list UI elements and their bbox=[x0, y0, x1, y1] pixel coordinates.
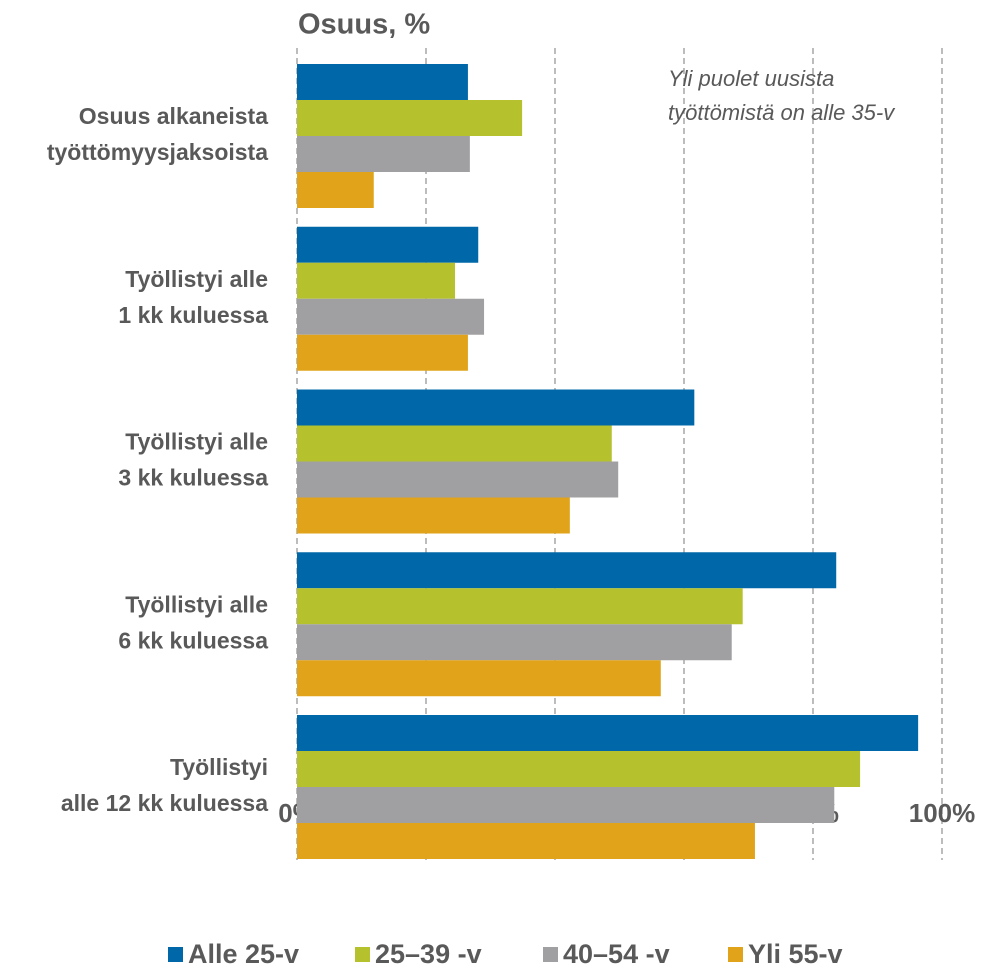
bar bbox=[297, 100, 523, 136]
bar bbox=[297, 552, 837, 589]
y-tick-label: Työllistyi alle bbox=[125, 266, 268, 292]
bar bbox=[297, 660, 661, 697]
y-tick-label: Työllistyi alle bbox=[125, 429, 268, 455]
bar bbox=[297, 715, 919, 751]
bar bbox=[297, 64, 468, 100]
legend-swatch bbox=[355, 947, 370, 962]
bar bbox=[297, 751, 861, 787]
bar bbox=[297, 823, 755, 859]
annotation: Yli puolet uusista bbox=[668, 66, 834, 91]
bar bbox=[297, 588, 743, 625]
y-tick-label: työttömyysjaksoista bbox=[47, 139, 268, 165]
bar bbox=[297, 226, 479, 263]
y-tick-label: Työllistyi bbox=[170, 754, 268, 780]
legend-swatch bbox=[168, 947, 183, 962]
bar bbox=[297, 262, 456, 299]
bar bbox=[297, 172, 374, 208]
bar bbox=[297, 624, 732, 661]
x-tick-label: 100% bbox=[909, 798, 976, 828]
legend-label: 25–39 -v bbox=[375, 939, 482, 969]
bar bbox=[297, 425, 612, 462]
bar bbox=[297, 334, 468, 371]
y-tick-label: 6 kk kuluessa bbox=[118, 627, 268, 653]
bar bbox=[297, 389, 695, 426]
bar bbox=[297, 787, 835, 823]
legend-label: Alle 25-v bbox=[188, 939, 299, 969]
chart-title: Osuus, % bbox=[298, 9, 430, 41]
y-tick-label: 3 kk kuluessa bbox=[118, 465, 268, 491]
y-tick-label: 1 kk kuluessa bbox=[118, 302, 268, 328]
bar bbox=[297, 461, 619, 498]
legend-label: Yli 55-v bbox=[748, 939, 843, 969]
bar bbox=[297, 497, 570, 534]
legend-label: 40–54 -v bbox=[563, 939, 670, 969]
y-tick-label: alle 12 kk kuluessa bbox=[61, 790, 268, 816]
annotation: työttömistä on alle 35-v bbox=[668, 100, 896, 125]
bar bbox=[297, 136, 470, 172]
bar bbox=[297, 298, 485, 335]
legend-swatch bbox=[543, 947, 558, 962]
y-tick-label: Työllistyi alle bbox=[125, 591, 268, 617]
legend-swatch bbox=[728, 947, 743, 962]
y-tick-label: Osuus alkaneista bbox=[79, 103, 268, 129]
